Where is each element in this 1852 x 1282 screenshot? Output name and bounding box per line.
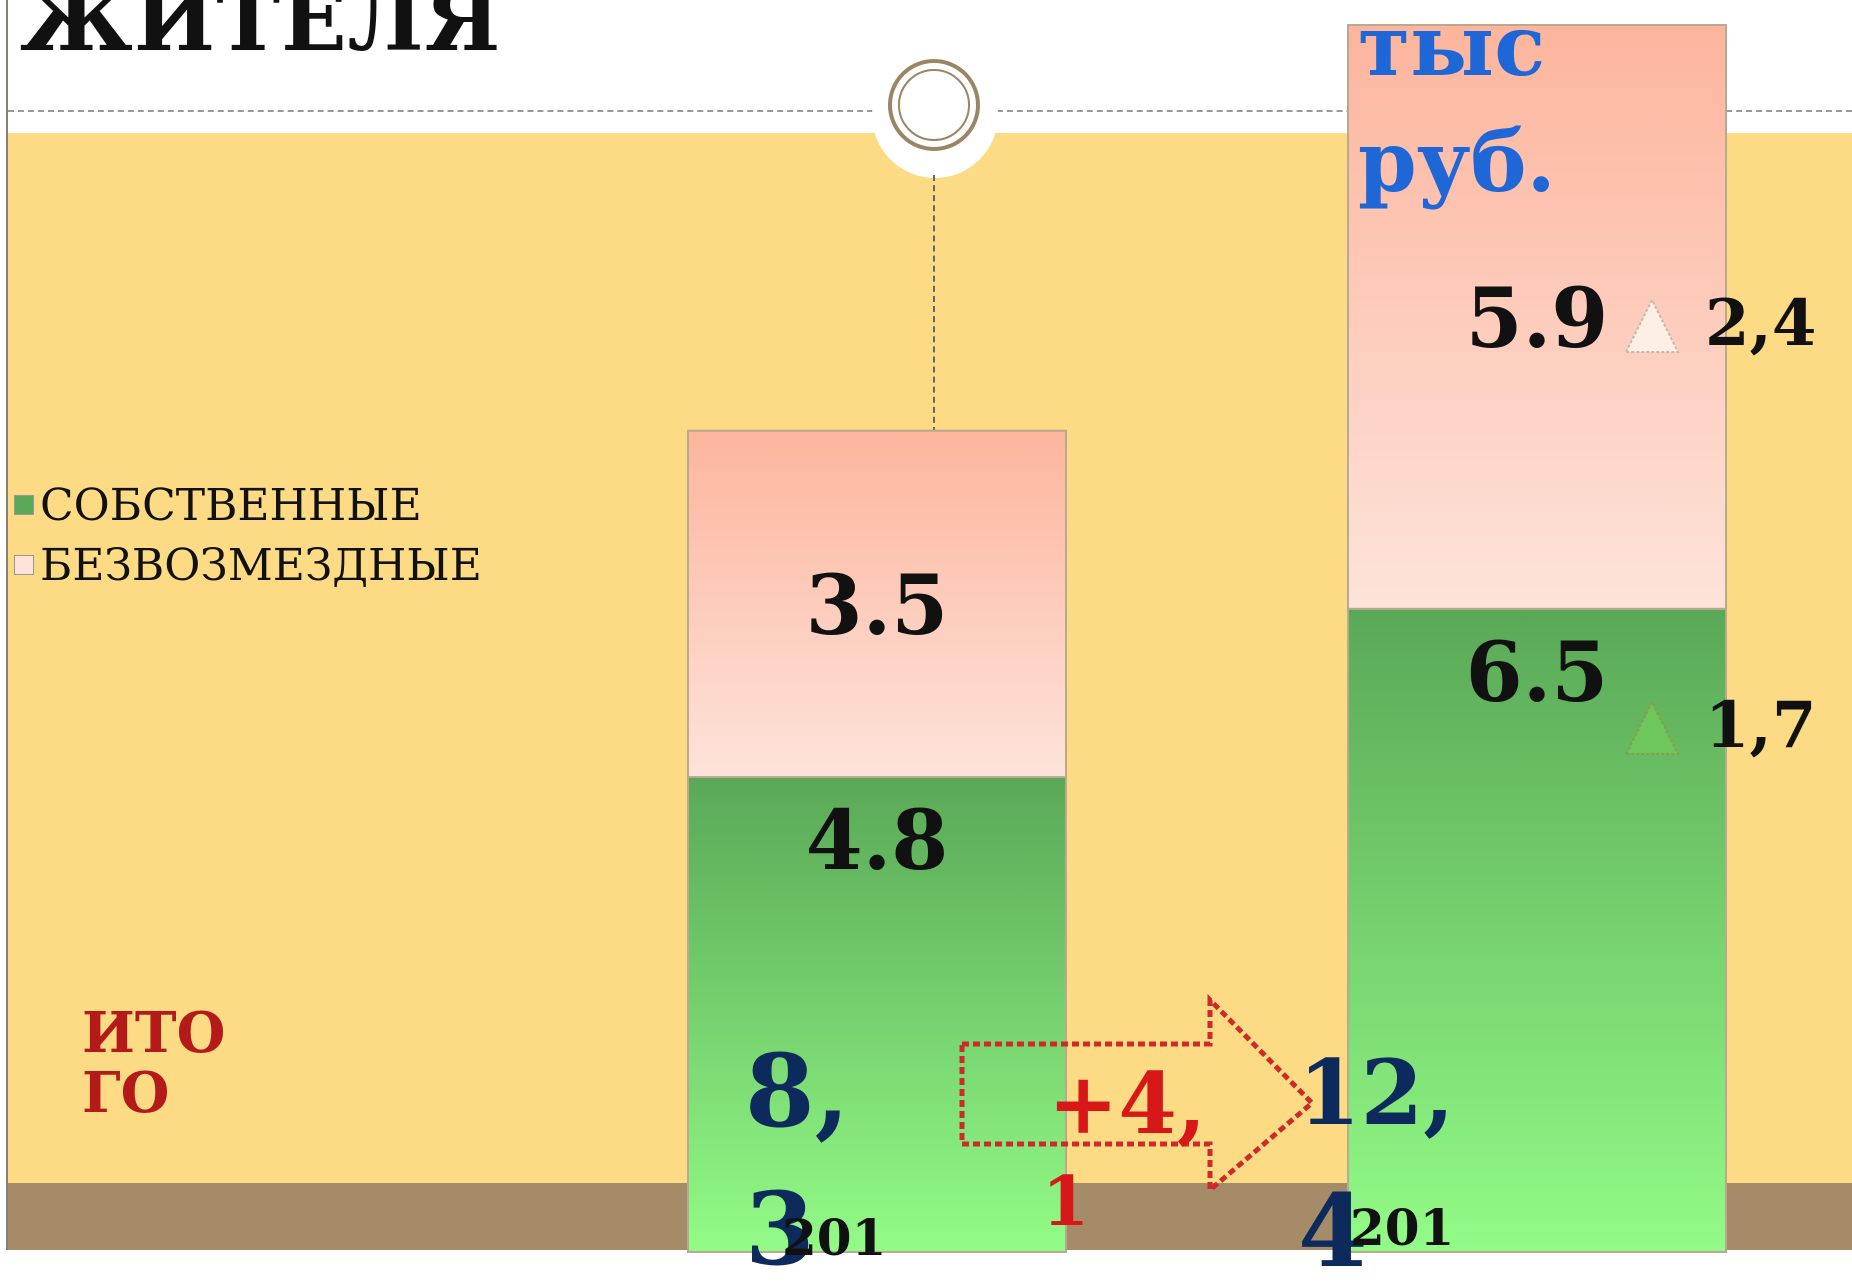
bar-segment-own-2 bbox=[1347, 607, 1727, 1253]
slide-left-border bbox=[6, 0, 8, 1250]
legend-item-gratuitous: БЕЗВОЗМЕЗДНЫЕ bbox=[14, 535, 482, 595]
ring-ornament-icon bbox=[888, 59, 980, 151]
total-value-2-line1: 12, bbox=[1298, 1040, 1455, 1146]
category-label-2: 201 bbox=[1350, 1198, 1455, 1257]
unit-label-line2: руб. bbox=[1358, 112, 1556, 211]
total-value-1-line2: 3 bbox=[745, 1170, 815, 1282]
growth-arrow bbox=[959, 993, 1316, 1196]
growth-marker-gratuitous-icon bbox=[1624, 297, 1680, 353]
slide-title-fragment: ЖИТЕЛЯ bbox=[20, 0, 502, 71]
legend-label-own: СОБСТВЕННЫЕ bbox=[40, 479, 422, 531]
change-value-line2: 1 bbox=[1042, 1162, 1090, 1242]
legend-swatch-gratuitous bbox=[14, 555, 34, 575]
bar-segment-gratuitous-1 bbox=[687, 429, 1067, 779]
total-value-2-line2: 4 bbox=[1298, 1172, 1368, 1282]
growth-marker-label-gratuitous: 2,4 bbox=[1705, 286, 1817, 361]
segment-label-gratuitous-1: 3.5 bbox=[806, 558, 949, 654]
growth-markers-layer bbox=[1624, 297, 1680, 755]
growth-marker-own-icon bbox=[1624, 699, 1680, 755]
totals-label: ИТО ГО bbox=[82, 1000, 226, 1126]
bar-segment-own-1 bbox=[687, 776, 1067, 1254]
unit-label-line1: тыс bbox=[1358, 0, 1546, 95]
total-value-1-line1: 8, bbox=[745, 1032, 850, 1150]
segment-labels-layer: 4.8 3.5 6.5 5.9 bbox=[806, 271, 1609, 889]
legend: СОБСТВЕННЫЕ БЕЗВОЗМЕЗДНЫЕ bbox=[14, 475, 482, 595]
unit-label: тыс руб. bbox=[1358, 0, 1688, 220]
growth-arrow-icon bbox=[959, 993, 1316, 1196]
segment-label-gratuitous-2: 5.9 bbox=[1466, 271, 1609, 367]
growth-marker-label-own: 1,7 bbox=[1705, 688, 1817, 763]
legend-swatch-own bbox=[14, 495, 34, 515]
category-label-1: 201 bbox=[782, 1208, 887, 1267]
change-value-line1: +4, bbox=[1048, 1054, 1207, 1153]
bars-layer bbox=[687, 24, 1727, 1254]
segment-label-own-2: 6.5 bbox=[1466, 625, 1609, 721]
segment-label-own-1: 4.8 bbox=[806, 793, 949, 889]
legend-item-own: СОБСТВЕННЫЕ bbox=[14, 475, 482, 535]
connector-line bbox=[933, 175, 935, 433]
bar-segment-gratuitous-2 bbox=[1347, 24, 1727, 610]
legend-label-gratuitous: БЕЗВОЗМЕЗДНЫЕ bbox=[40, 539, 482, 591]
